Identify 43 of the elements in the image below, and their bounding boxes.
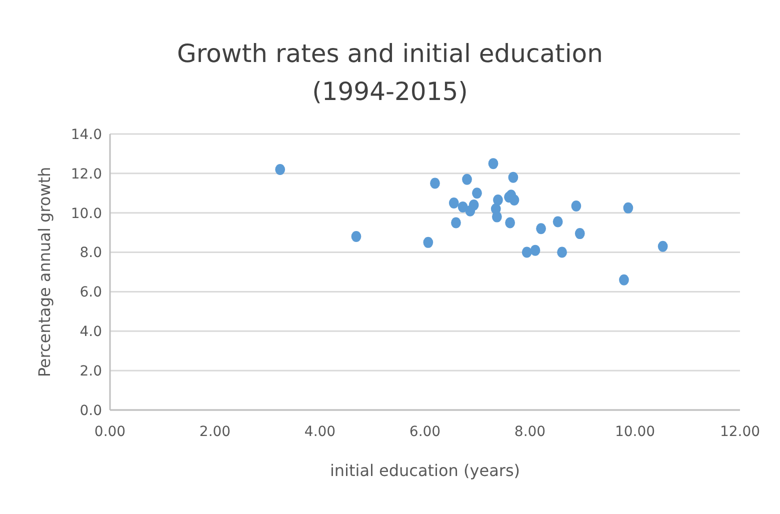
point: [492, 211, 502, 222]
y-tick-label: 8.0: [80, 245, 102, 262]
point: [571, 200, 582, 212]
point: [430, 178, 440, 189]
y-tick-label: 2.0: [80, 363, 102, 380]
x-axis-title: initial education (years): [330, 461, 520, 480]
x-tick-label: 4.00: [304, 424, 336, 440]
point: [472, 188, 482, 199]
point: [275, 164, 286, 175]
y-tick-label: 6.0: [80, 284, 102, 301]
point: [619, 274, 629, 286]
point: [508, 172, 518, 183]
point: [574, 228, 585, 240]
x-tick-label: 12.00: [720, 424, 760, 440]
y-tick-label: 0.0: [80, 402, 102, 419]
chart-title: Growth rates and initial education (1994-2015): [177, 39, 603, 106]
x-tick-label: 6.00: [409, 424, 441, 440]
point: [536, 223, 546, 234]
y-tick-label: 10.0: [70, 206, 102, 222]
point: [552, 216, 563, 228]
y-axis-title: Percentage annual growth: [35, 166, 54, 378]
point: [658, 240, 668, 252]
point: [458, 201, 468, 212]
x-tick-label: 0.00: [94, 424, 126, 440]
point: [493, 194, 503, 206]
point: [462, 174, 472, 185]
point: [451, 217, 461, 228]
point: [522, 246, 532, 258]
point: [488, 158, 498, 170]
point: [557, 246, 567, 258]
x-tick-label: 2.00: [199, 424, 231, 440]
x-tick-label: 10.00: [614, 424, 656, 440]
point: [423, 236, 434, 248]
point: [623, 202, 634, 214]
y-tick-label: 14.0: [70, 126, 102, 143]
point: [351, 231, 362, 242]
x-tick-label: 8.00: [514, 424, 546, 440]
y-tick-label: 4.0: [80, 324, 102, 340]
point: [530, 244, 540, 256]
y-tick-label: 12.0: [70, 166, 102, 182]
point: [468, 199, 479, 210]
point: [505, 217, 515, 228]
point: [448, 198, 459, 208]
